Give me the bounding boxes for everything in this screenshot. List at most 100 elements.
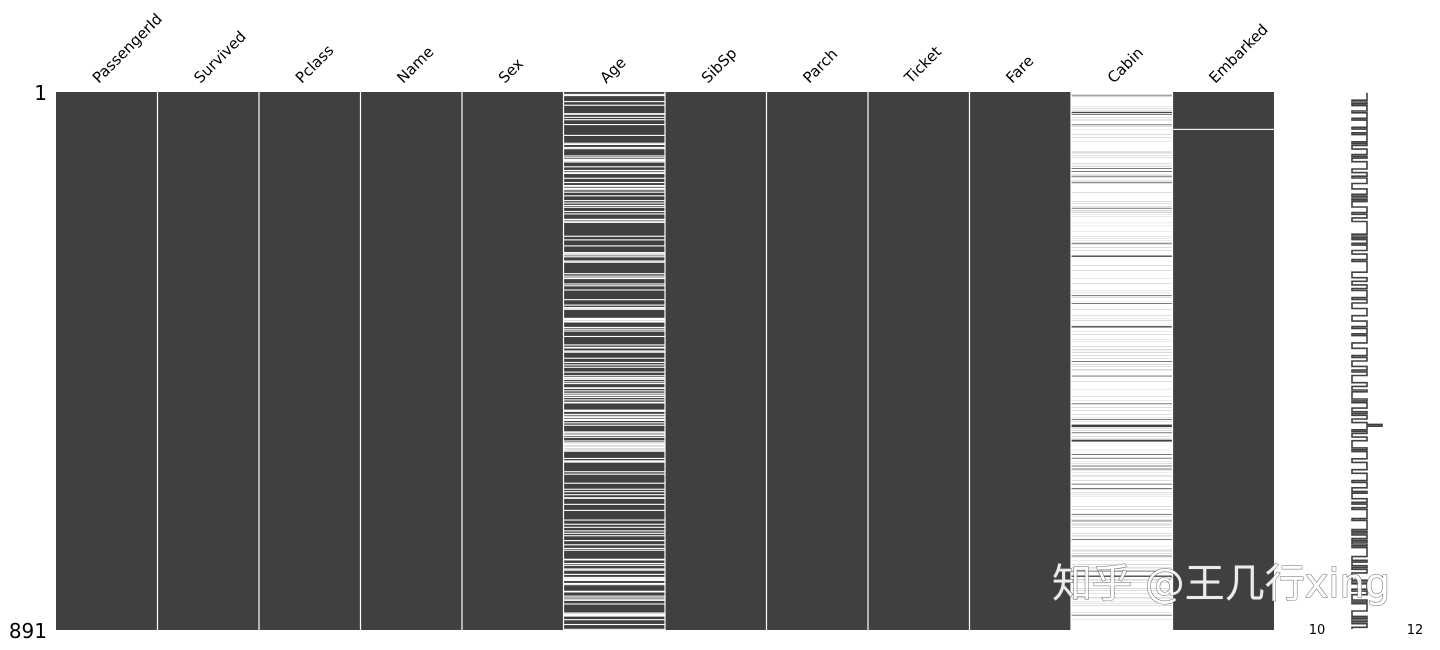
column-bar-sex <box>462 92 564 630</box>
missing-row-line <box>1071 434 1173 437</box>
missing-row-line <box>1071 498 1173 501</box>
missing-row-line <box>1071 201 1173 203</box>
missing-row-line <box>1071 215 1173 217</box>
missing-row-line <box>1071 130 1173 132</box>
missing-row-line <box>1071 304 1173 306</box>
missing-row-line <box>563 273 665 275</box>
missing-row-line <box>563 184 665 187</box>
missing-row-line <box>1071 584 1173 586</box>
missing-row-line <box>1071 409 1173 411</box>
missing-row-line <box>1071 300 1173 302</box>
missing-row-line <box>1071 344 1173 347</box>
watermark: 知乎 @王几行xing <box>1052 561 1390 607</box>
missing-row-line <box>1071 485 1173 487</box>
missing-row-line <box>563 172 665 175</box>
missing-row-line <box>1071 470 1173 472</box>
missing-row-line <box>563 381 665 383</box>
missing-row-line <box>1071 398 1173 400</box>
missing-row-line <box>1071 628 1173 630</box>
missing-row-line <box>1071 348 1173 350</box>
column-fare <box>968 92 1071 630</box>
missing-row-line <box>1071 475 1173 477</box>
missing-row-line <box>563 177 665 179</box>
missing-row-line <box>1071 342 1173 344</box>
missing-row-line <box>1071 227 1173 229</box>
missing-row-line <box>1071 252 1173 254</box>
missing-row-line <box>1071 391 1173 393</box>
missing-row-line <box>1071 327 1173 329</box>
missing-row-line <box>1071 359 1173 361</box>
missing-row-line <box>563 434 665 436</box>
missing-row-line <box>1071 626 1173 628</box>
missing-row-line <box>1071 301 1173 303</box>
missing-row-line <box>1071 309 1173 311</box>
missing-row-line <box>1071 303 1173 306</box>
missing-row-line <box>1071 186 1173 188</box>
missing-row-line <box>1071 299 1173 301</box>
missing-row-line <box>1071 616 1173 618</box>
missing-row-line <box>1071 152 1173 154</box>
missing-row-line <box>1071 505 1173 507</box>
missing-row-line <box>1071 92 1173 94</box>
missing-row-line <box>1071 322 1173 324</box>
missing-row-line <box>1071 228 1173 230</box>
missing-row-line <box>563 93 665 95</box>
missing-row-line <box>1071 478 1173 480</box>
missing-row-line <box>563 460 665 463</box>
missing-row-line <box>1071 169 1173 171</box>
missing-row-line <box>563 424 665 426</box>
missing-row-line <box>1071 411 1173 413</box>
missing-row-line <box>563 142 665 144</box>
missing-row-line <box>563 166 665 168</box>
missing-row-line <box>1071 615 1173 617</box>
missing-row-line <box>1071 108 1173 110</box>
missing-row-line <box>1071 262 1173 264</box>
missing-row-line <box>1071 161 1173 163</box>
missing-row-line <box>563 235 665 237</box>
missing-row-line <box>1071 341 1173 344</box>
missing-row-line <box>1071 546 1173 548</box>
missing-row-line <box>1071 335 1173 338</box>
missing-row-line <box>1071 474 1173 476</box>
missing-row-line <box>1071 335 1173 337</box>
missing-row-line <box>1071 352 1173 354</box>
missing-row-line <box>1071 343 1173 345</box>
missing-row-line <box>563 260 665 262</box>
missing-row-line <box>1071 531 1173 533</box>
missing-row-line <box>1071 572 1173 574</box>
missing-row-line <box>1071 620 1173 623</box>
missing-row-line <box>1071 433 1173 435</box>
missing-row-line <box>1071 149 1173 151</box>
missing-row-line <box>1071 312 1173 315</box>
missing-row-line <box>1071 552 1173 554</box>
missing-row-line <box>1071 259 1173 261</box>
missing-row-line <box>1071 584 1173 586</box>
column-label-pclass: Pclass <box>292 41 338 87</box>
missing-row-line <box>1071 517 1173 519</box>
missing-row-line <box>1071 249 1173 251</box>
missing-row-line <box>1071 334 1173 336</box>
missing-row-line <box>1071 316 1173 318</box>
missing-row-line <box>1071 503 1173 505</box>
missing-row-line <box>1071 319 1173 321</box>
missing-row-line <box>1071 209 1173 211</box>
missing-row-line <box>1071 456 1173 458</box>
missing-row-line <box>1071 547 1173 549</box>
missing-row-line <box>563 597 665 599</box>
missing-row-line <box>1071 441 1173 443</box>
missing-row-line <box>1071 491 1173 493</box>
missing-row-line <box>563 308 665 310</box>
missing-row-line <box>1071 422 1173 424</box>
missing-row-line <box>1071 128 1173 130</box>
missing-row-line <box>1071 412 1173 414</box>
missing-row-line <box>1071 178 1173 180</box>
missing-row-line <box>1071 561 1173 563</box>
missing-row-line <box>1071 393 1173 396</box>
missing-row-line <box>1071 309 1173 312</box>
column-label-cabin: Cabin <box>1104 44 1147 87</box>
column-sex <box>461 92 564 630</box>
missing-row-line <box>1071 328 1173 330</box>
missing-row-line <box>1071 383 1173 385</box>
missing-row-line <box>563 422 665 424</box>
